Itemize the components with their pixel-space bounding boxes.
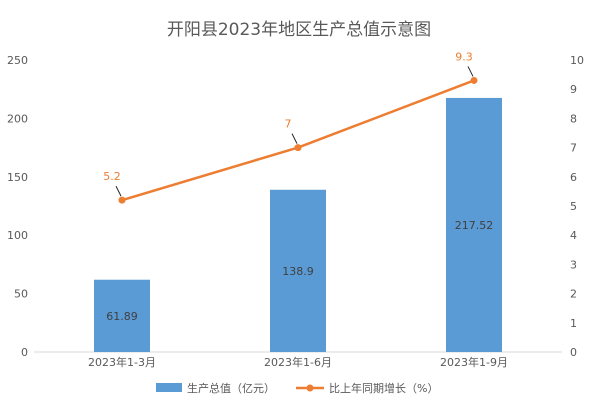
y-right-tick-label: 3	[570, 258, 577, 271]
y-left-tick-label: 0	[21, 346, 28, 359]
y-right-tick-label: 7	[570, 142, 577, 155]
legend-bar-label: 生产总值（亿元）	[187, 381, 275, 395]
y-right-tick-label: 4	[570, 229, 577, 242]
y-left-tick-label: 50	[14, 288, 28, 301]
y-right-tick-label: 9	[570, 83, 577, 96]
y-left-tick-label: 200	[7, 112, 28, 125]
bar	[270, 189, 326, 352]
line-point	[118, 196, 126, 204]
y-right-tick-label: 5	[570, 200, 577, 213]
label-leader	[291, 133, 298, 144]
label-leader	[115, 185, 122, 197]
growth-line	[121, 79, 475, 202]
y-left-tick-label: 150	[7, 171, 28, 184]
line-data-label: 7	[285, 118, 292, 131]
y-right-tick-label: 6	[570, 171, 577, 184]
y-right-tick-label: 10	[570, 54, 584, 67]
line-point	[470, 76, 478, 84]
x-tick-label: 2023年1-3月	[88, 355, 156, 369]
bar-data-label: 61.89	[106, 310, 138, 323]
legend: 生产总值（亿元） 比上年同期增长（%）	[156, 381, 438, 395]
line-data-label: 9.3	[455, 50, 473, 63]
axes: 0 50 100 150 200 250 0 1 2 3 4 5 6 7 8 9 10 2023年1-3月 2023…	[7, 54, 584, 369]
bar-data-label: 138.9	[282, 265, 314, 278]
chart-title: 开阳县2023年地区生产总值示意图	[167, 20, 431, 40]
y-right-tick-label: 0	[570, 346, 577, 359]
y-right-tick-label: 8	[570, 112, 577, 125]
bar	[446, 97, 502, 352]
bar	[94, 279, 150, 352]
line-point	[294, 144, 302, 152]
label-leader	[467, 66, 474, 77]
legend-line-marker	[306, 384, 314, 392]
bar-series: 61.89 138.9 217.52	[94, 97, 502, 352]
legend-line-label: 比上年同期增长（%）	[329, 381, 438, 395]
x-tick-label: 2023年1-9月	[440, 355, 508, 369]
line-data-label: 5.2	[103, 170, 121, 183]
x-tick-label: 2023年1-6月	[264, 355, 332, 369]
y-right-tick-label: 1	[570, 317, 577, 330]
y-left-tick-label: 250	[7, 54, 28, 67]
y-right-tick-label: 2	[570, 288, 577, 301]
bar-data-label: 217.52	[455, 219, 494, 232]
line-series: 5.2 7 9.3	[103, 50, 478, 204]
y-left-tick-label: 100	[7, 229, 28, 242]
legend-bar-swatch	[156, 383, 182, 392]
